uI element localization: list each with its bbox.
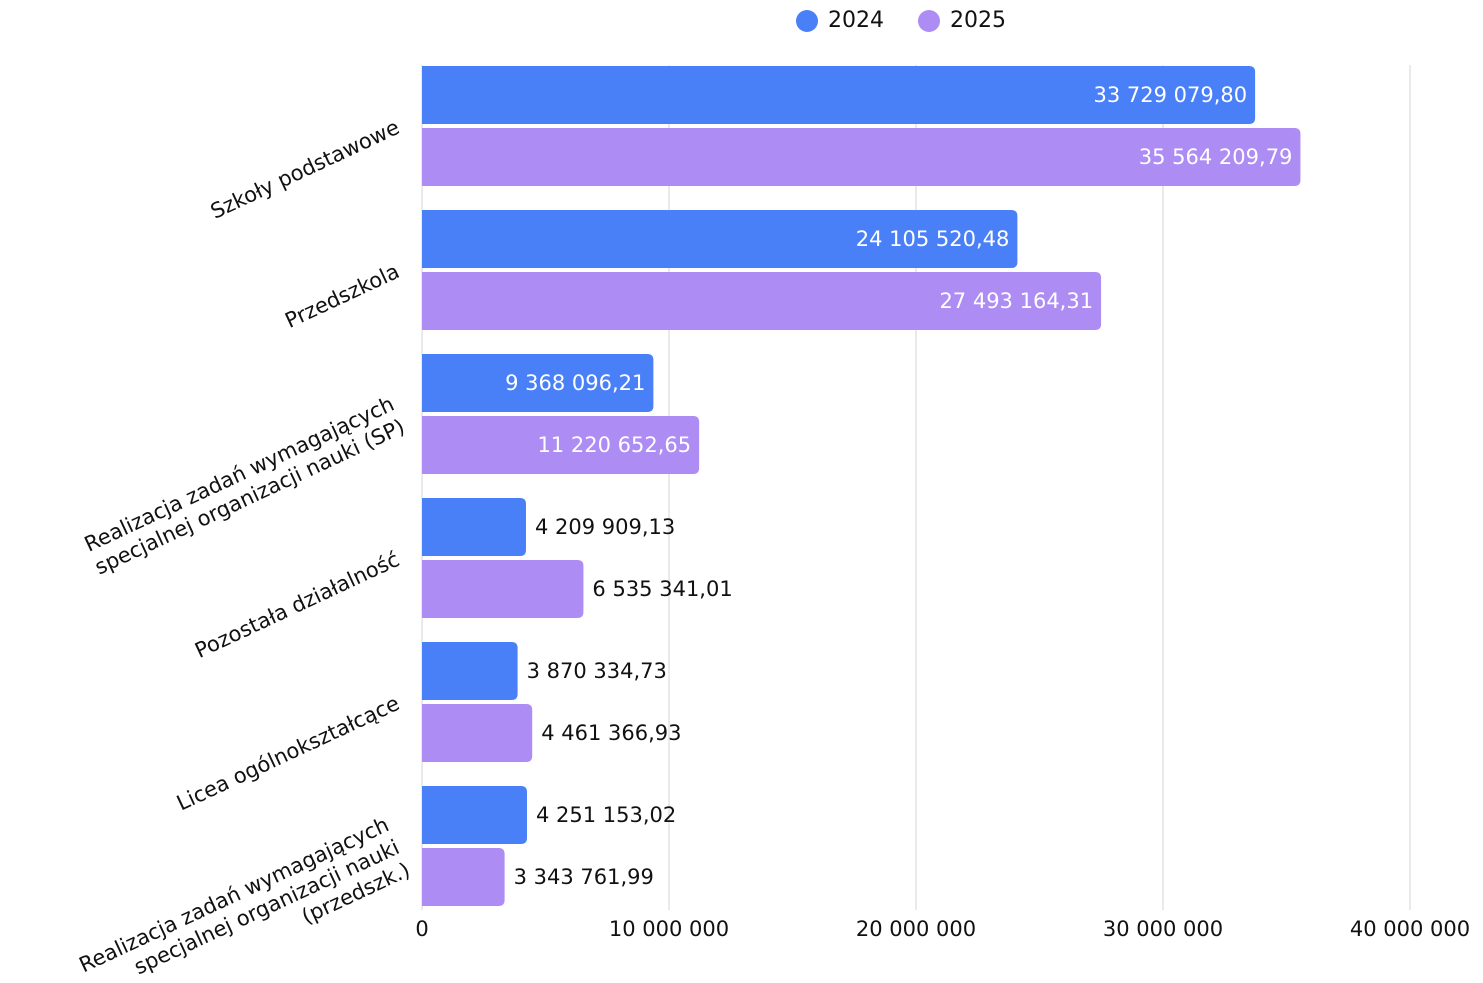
bar-2024 bbox=[422, 210, 1018, 268]
data-label: 24 105 520,48 bbox=[856, 227, 1010, 251]
bar-2025 bbox=[422, 848, 505, 906]
category-label-line: Realizacja zadań wymagających bbox=[81, 392, 398, 557]
category-label: Szkoły podstawowe bbox=[207, 115, 403, 224]
bar-2024 bbox=[422, 66, 1256, 124]
legend-label-2025: 2025 bbox=[950, 8, 1006, 33]
data-label: 3 343 761,99 bbox=[514, 865, 654, 889]
category-label-line: Przedszkola bbox=[281, 259, 403, 333]
category-label: Przedszkola bbox=[281, 259, 403, 333]
bar-2025 bbox=[422, 272, 1102, 330]
x-tick-label: 20 000 000 bbox=[856, 917, 976, 941]
legend-swatch-2025 bbox=[918, 9, 940, 32]
legend-label-2024: 2024 bbox=[828, 8, 884, 33]
data-label: 4 209 909,13 bbox=[535, 515, 675, 539]
x-tick-label: 0 bbox=[415, 917, 428, 941]
legend-swatch-2024 bbox=[796, 9, 818, 32]
bar-2025 bbox=[422, 560, 584, 618]
data-label: 9 368 096,21 bbox=[505, 371, 645, 395]
bar-2024 bbox=[422, 354, 654, 412]
data-label: 6 535 341,01 bbox=[592, 577, 732, 601]
category-label-line: Szkoły podstawowe bbox=[207, 115, 403, 224]
data-label: 4 251 153,02 bbox=[536, 803, 676, 827]
data-label: 3 870 334,73 bbox=[527, 659, 667, 683]
category-label-line: Pozostała działalność bbox=[191, 547, 403, 663]
category-label: Pozostała działalność bbox=[191, 547, 403, 663]
data-label: 33 729 079,80 bbox=[1093, 83, 1247, 107]
category-label: Realizacja zadań wymagającychspecjalnej … bbox=[75, 812, 413, 983]
category-label: Realizacja zadań wymagającychspecjalnej … bbox=[81, 392, 409, 580]
data-label: 27 493 164,31 bbox=[939, 289, 1093, 313]
legend: 2024 2025 bbox=[796, 8, 1006, 33]
bar-2025 bbox=[422, 416, 700, 474]
legend-item-2024[interactable]: 2024 bbox=[796, 8, 884, 33]
bar-2024 bbox=[422, 786, 528, 844]
bar-2024 bbox=[422, 498, 526, 556]
category-label: Licea ogólnokształcące bbox=[173, 691, 403, 815]
data-label: 11 220 652,65 bbox=[538, 433, 692, 457]
bar-2025 bbox=[422, 704, 533, 762]
x-tick-label: 10 000 000 bbox=[609, 917, 729, 941]
x-tick-label: 30 000 000 bbox=[1103, 917, 1223, 941]
category-label-line: specjalnej organizacji nauki bbox=[130, 835, 403, 979]
category-label-line: Licea ogólnokształcące bbox=[173, 691, 403, 815]
bar-2024 bbox=[422, 642, 518, 700]
category-label-line: specjalnej organizacji nauki (SP) bbox=[91, 414, 408, 579]
bar-2025 bbox=[422, 128, 1301, 186]
legend-item-2025[interactable]: 2025 bbox=[918, 8, 1006, 33]
data-label: 35 564 209,79 bbox=[1139, 145, 1293, 169]
x-tick-label: 40 000 000 bbox=[1350, 917, 1470, 941]
data-label: 4 461 366,93 bbox=[541, 721, 681, 745]
